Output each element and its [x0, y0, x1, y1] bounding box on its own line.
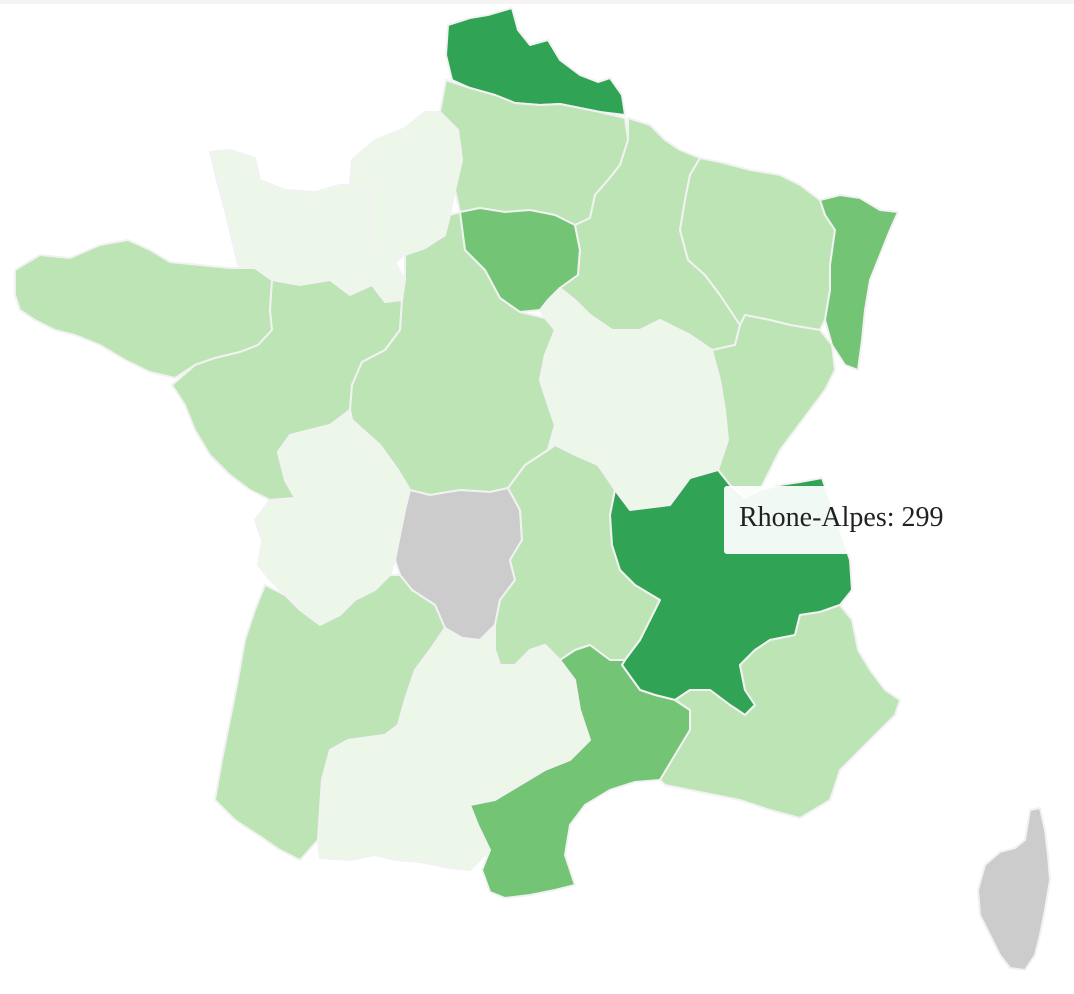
region-tooltip: Rhone-Alpes: 299 — [724, 486, 986, 554]
region-alsace[interactable] — [819, 194, 899, 371]
region-languedoc-roussillon[interactable] — [469, 644, 691, 899]
region-franche-comte[interactable] — [711, 314, 836, 499]
region-corse[interactable] — [977, 807, 1051, 971]
region-provence-alpes-cote-d-azur[interactable] — [659, 604, 901, 819]
top-strip — [0, 0, 1074, 4]
tooltip-text: Rhone-Alpes: 299 — [739, 502, 944, 533]
